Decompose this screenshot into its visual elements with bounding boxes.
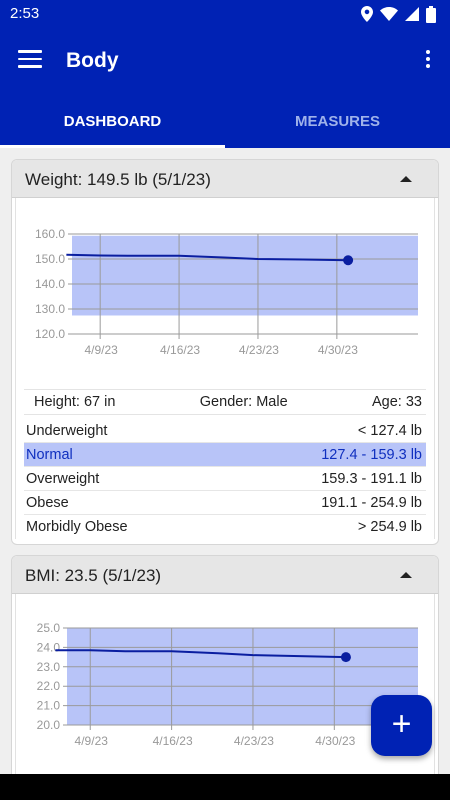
status-bar: 2:53 <box>0 0 450 28</box>
range-value: < 127.4 lb <box>357 422 422 439</box>
range-row-obese: Obese 191.1 - 254.9 lb <box>24 491 426 515</box>
y-tick-label: 20.0 <box>37 718 61 732</box>
tab-measures[interactable]: MEASURES <box>294 113 380 130</box>
x-tick-label: 4/16/23 <box>153 734 193 748</box>
x-tick-label: 4/23/23 <box>234 734 274 748</box>
x-tick-label: 4/9/23 <box>75 734 109 748</box>
bmi-card: BMI: 23.5 (5/1/23) 20.0 21.0 22.0 23.0 24.0 2… <box>11 555 439 785</box>
range-value: 127.4 - 159.3 lb <box>321 446 422 463</box>
range-row-overweight: Overweight 159.3 - 191.1 lb <box>24 467 426 491</box>
height-text: Height: 67 in <box>34 394 116 410</box>
profile-info-row: Height: 67 in Gender: Male Age: 33 <box>24 389 426 415</box>
location-icon <box>361 6 373 22</box>
y-tick-label: 21.0 <box>37 699 61 713</box>
app-title: Body <box>66 49 119 72</box>
y-tick-label: 130.0 <box>35 302 65 316</box>
app-bar: Body <box>0 28 450 96</box>
latest-point <box>343 255 354 266</box>
x-tick-label: 4/23/23 <box>239 343 279 357</box>
bmi-card-header[interactable]: BMI: 23.5 (5/1/23) <box>12 556 438 594</box>
system-nav-bar <box>0 774 450 800</box>
range-row-normal: Normal 127.4 - 159.3 lb <box>24 443 426 467</box>
more-options-icon[interactable] <box>424 50 432 72</box>
range-row-underweight: Underweight < 127.4 lb <box>24 419 426 443</box>
weight-card-header[interactable]: Weight: 149.5 lb (5/1/23) <box>12 160 438 198</box>
normal-range-band <box>72 235 418 316</box>
range-value: 159.3 - 191.1 lb <box>321 470 422 487</box>
weight-card: Weight: 149.5 lb (5/1/23) 120.0 130.0 140.… <box>11 159 439 545</box>
signal-icon <box>405 7 419 21</box>
y-tick-label: 25.0 <box>37 621 61 635</box>
weight-ranges: Underweight < 127.4 lb Normal 127.4 - 15… <box>24 419 426 539</box>
status-time: 2:53 <box>10 5 40 22</box>
latest-point <box>340 652 351 663</box>
range-value: > 254.9 lb <box>357 519 422 535</box>
add-measure-button[interactable]: + <box>371 695 432 756</box>
bmi-card-title: BMI: 23.5 (5/1/23) <box>25 566 162 585</box>
range-label: Normal <box>26 446 73 463</box>
x-tick-label: 4/30/23 <box>315 734 355 748</box>
range-label: Underweight <box>26 422 108 439</box>
y-tick-label: 140.0 <box>35 277 65 291</box>
weight-chart: 120.0 130.0 140.0 150.0 160.0 4/9/23 4/16/23 4/… <box>35 227 418 357</box>
battery-icon <box>426 5 436 23</box>
x-tick-label: 4/9/23 <box>84 343 118 357</box>
tab-bar: DASHBOARD MEASURES <box>0 96 450 148</box>
y-tick-label: 23.0 <box>37 660 61 674</box>
collapse-icon[interactable] <box>400 176 412 182</box>
tab-dashboard[interactable]: DASHBOARD <box>0 96 225 148</box>
age-text: Age: 33 <box>372 394 422 410</box>
bmi-chart: 20.0 21.0 22.0 23.0 24.0 25.0 4/9/23 4/16/23 4/2… <box>37 621 418 748</box>
menu-icon[interactable] <box>18 50 42 70</box>
x-tick-label: 4/16/23 <box>160 343 200 357</box>
series-line <box>55 649 346 659</box>
y-tick-label: 24.0 <box>37 640 61 654</box>
range-row-morbidly-obese: Morbidly Obese > 254.9 lb <box>24 515 426 539</box>
y-tick-label: 120.0 <box>35 327 65 341</box>
y-tick-label: 150.0 <box>35 252 65 266</box>
series-line <box>66 253 349 262</box>
gender-text: Gender: Male <box>199 394 288 410</box>
range-value: 191.1 - 254.9 lb <box>321 494 422 511</box>
bmi-card-body: 20.0 21.0 22.0 23.0 24.0 25.0 4/9/23 4/16/23 4/2… <box>15 594 435 784</box>
normal-range-band <box>67 628 418 725</box>
wifi-icon <box>380 7 398 21</box>
weight-card-body: 120.0 130.0 140.0 150.0 160.0 4/9/23 4/16/23 4/… <box>15 198 435 539</box>
collapse-icon[interactable] <box>400 572 412 578</box>
y-tick-label: 22.0 <box>37 679 61 693</box>
x-tick-label: 4/30/23 <box>318 343 358 357</box>
range-label: Overweight <box>26 470 100 487</box>
weight-card-title: Weight: 149.5 lb (5/1/23) <box>25 170 211 189</box>
range-label: Obese <box>26 494 69 511</box>
y-tick-label: 160.0 <box>35 227 65 241</box>
range-label: Morbidly Obese <box>26 519 128 535</box>
